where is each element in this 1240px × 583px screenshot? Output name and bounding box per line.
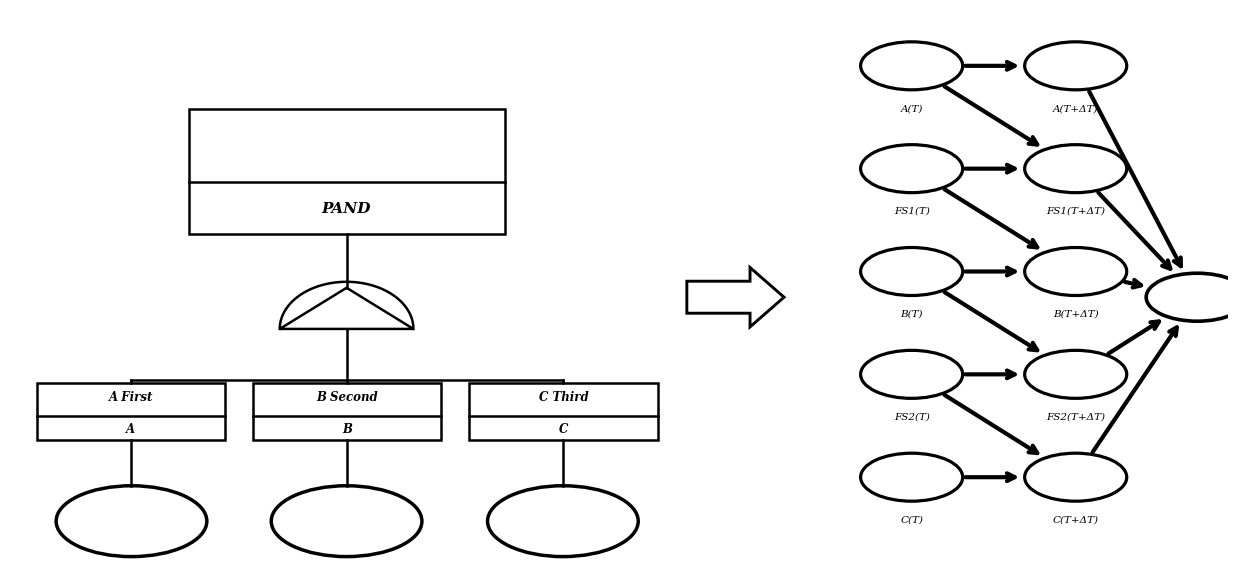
Text: B(T): B(T) (900, 310, 923, 319)
Text: B: B (342, 423, 352, 436)
Circle shape (861, 145, 962, 192)
Text: FS2(T): FS2(T) (894, 413, 930, 422)
Text: C(T+ΔT): C(T+ΔT) (1053, 515, 1099, 525)
Text: PAND: PAND (322, 202, 371, 216)
Circle shape (861, 42, 962, 90)
Text: FS1(T): FS1(T) (894, 207, 930, 216)
Text: B(T+ΔT): B(T+ΔT) (1053, 310, 1099, 319)
Circle shape (1024, 42, 1127, 90)
Text: C Third: C Third (538, 391, 588, 404)
Text: A(T): A(T) (900, 104, 923, 113)
Text: C(T): C(T) (900, 515, 923, 525)
Circle shape (861, 248, 962, 296)
Circle shape (861, 350, 962, 398)
Circle shape (1146, 273, 1240, 321)
Circle shape (861, 453, 962, 501)
Bar (469, 383, 657, 440)
Circle shape (1024, 145, 1127, 192)
Bar (253, 383, 441, 440)
Text: FS2(T+ΔT): FS2(T+ΔT) (1047, 413, 1105, 422)
Polygon shape (687, 268, 784, 327)
Text: B Second: B Second (316, 391, 378, 404)
Circle shape (1024, 350, 1127, 398)
Circle shape (1024, 453, 1127, 501)
Bar (188, 108, 505, 234)
Circle shape (1024, 248, 1127, 296)
Bar (37, 383, 224, 440)
Text: A: A (126, 423, 135, 436)
Text: A(T+ΔT): A(T+ΔT) (1053, 104, 1099, 113)
Text: A First: A First (109, 391, 153, 404)
Text: C: C (559, 423, 568, 436)
Text: FS1(T+ΔT): FS1(T+ΔT) (1047, 207, 1105, 216)
